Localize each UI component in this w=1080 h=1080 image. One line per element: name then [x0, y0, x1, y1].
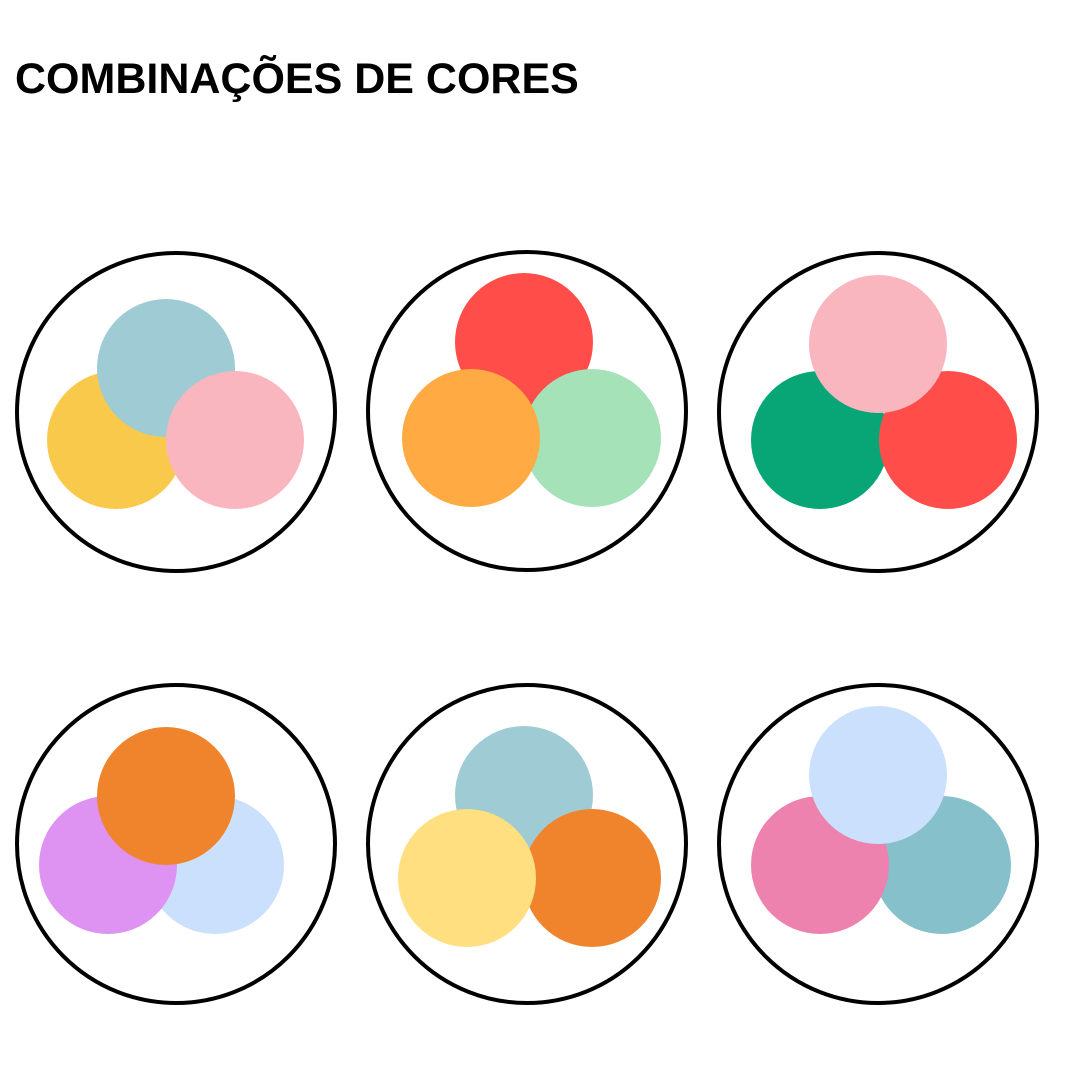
- color-swatch: [523, 369, 661, 507]
- title: COMBINAÇÕES DE CORES: [15, 54, 579, 103]
- color-swatch: [809, 275, 947, 413]
- color-swatch: [879, 371, 1017, 509]
- color-swatch: [523, 809, 661, 947]
- color-swatch: [809, 706, 947, 844]
- color-swatch: [402, 369, 540, 507]
- color-swatch: [398, 809, 536, 947]
- color-swatch: [166, 371, 304, 509]
- color-swatch: [97, 727, 235, 865]
